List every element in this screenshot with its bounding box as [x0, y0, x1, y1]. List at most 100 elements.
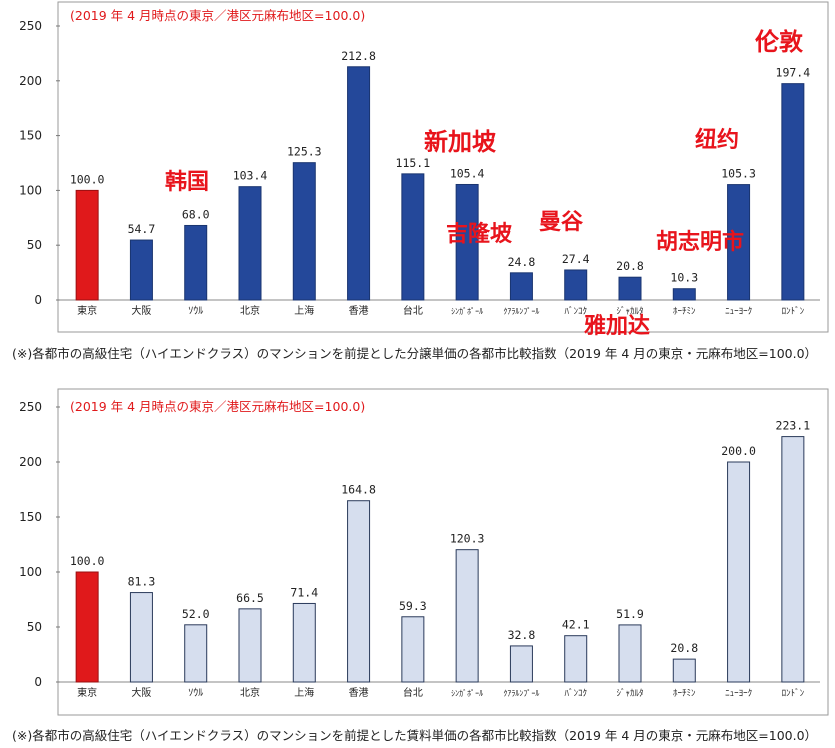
x-category-label: ｸｱﾗﾙﾝﾌﾟｰﾙ — [503, 307, 539, 316]
bar — [347, 500, 371, 683]
bar-value-label: 125.3 — [287, 145, 322, 159]
bar-value-label: 103.4 — [233, 169, 268, 183]
bar — [292, 602, 316, 683]
chart-frame — [57, 1, 829, 333]
bar — [347, 66, 371, 301]
bar — [618, 276, 642, 301]
bar-value-label: 200.0 — [721, 444, 756, 458]
bar — [564, 635, 588, 683]
bar — [238, 186, 262, 301]
y-tick-label: 250 — [19, 19, 42, 33]
x-category-label: ﾎｰﾁﾐﾝ — [673, 306, 696, 317]
bar-value-label: 81.3 — [128, 575, 156, 589]
x-category-label: ｼﾞｬｶﾙﾀ — [616, 688, 643, 699]
x-category-label: 香港 — [349, 305, 369, 317]
bar — [238, 608, 262, 683]
bar — [509, 645, 533, 683]
bar-value-label: 105.3 — [721, 167, 756, 181]
x-category-label: 東京 — [77, 686, 97, 699]
bar-value-label: 32.8 — [508, 628, 536, 642]
chart-title: (2019 年 4 月時点の東京／港区元麻布地区=100.0) — [70, 399, 365, 414]
x-category-label: ｿｳﾙ — [188, 687, 203, 699]
x-category-label: ﾛﾝﾄﾞﾝ — [782, 688, 805, 699]
bar — [75, 189, 99, 301]
sale-price-index-chart: 0 50 100 150 200 250 (2019 年 4 月時点の東京／港区元麻布地区=… — [19, 1, 829, 333]
sale-price-caption: (※)各都市の高級住宅（ハイエンドクラス）のマンションを前提とした分譲単価の各都… — [12, 346, 818, 361]
bar-value-label: 10.3 — [670, 271, 698, 285]
x-category-label: 上海 — [294, 304, 314, 317]
x-category-label: 北京 — [240, 304, 260, 317]
bar-value-label: 105.4 — [450, 166, 485, 180]
bar-value-label: 120.3 — [450, 532, 485, 546]
bar-value-label: 59.3 — [399, 599, 427, 613]
annotation-london: 伦敦 — [755, 28, 803, 56]
y-tick-label: 150 — [19, 129, 42, 143]
bar — [129, 239, 153, 301]
bar — [401, 173, 425, 301]
x-category-label: 大阪 — [131, 304, 151, 317]
bar-value-label: 100.0 — [70, 554, 105, 568]
x-category-label: 台北 — [403, 304, 423, 317]
bar-value-label: 223.1 — [776, 419, 811, 433]
y-tick-label: 100 — [19, 565, 42, 579]
x-category-label: 大阪 — [131, 686, 151, 699]
x-category-label: ﾊﾞﾝｺｸ — [564, 306, 587, 317]
bar — [401, 616, 425, 683]
bar — [727, 184, 751, 301]
x-category-label: ﾆｭｰﾖｰｸ — [725, 306, 752, 317]
rent-price-index-chart: 0 50 100 150 200 250 (2019 年 4 月時点の東京／港区元麻布地区=… — [19, 388, 829, 716]
rent-price-caption: (※)各都市の高級住宅（ハイエンドクラス）のマンションを前提とした賃料単価の各都… — [12, 728, 818, 743]
x-category-label: ｸｱﾗﾙﾝﾌﾟｰﾙ — [503, 689, 539, 698]
bar — [509, 272, 533, 301]
bar-value-label: 20.8 — [670, 641, 698, 655]
bar-value-label: 197.4 — [776, 66, 811, 80]
bar-value-label: 66.5 — [236, 591, 264, 605]
y-tick-label: 200 — [19, 74, 42, 88]
bar-value-label: 68.0 — [182, 207, 210, 221]
bar — [292, 162, 316, 301]
bar — [184, 624, 208, 683]
x-category-label: ｿｳﾙ — [188, 305, 203, 317]
bar — [672, 288, 696, 301]
bar-value-label: 51.9 — [616, 607, 644, 621]
bar-value-label: 100.0 — [70, 172, 105, 186]
bar — [129, 592, 153, 683]
y-tick-label: 50 — [27, 238, 42, 252]
x-category-label: 北京 — [240, 686, 260, 699]
bar-value-label: 52.0 — [182, 607, 210, 621]
x-category-label: ﾎｰﾁﾐﾝ — [673, 688, 696, 699]
x-category-label: 香港 — [349, 687, 369, 699]
x-category-label: 東京 — [77, 304, 97, 317]
bar — [781, 83, 805, 301]
bar-value-label: 71.4 — [290, 585, 318, 599]
chart-frame — [57, 388, 829, 716]
bar-value-label: 115.1 — [396, 156, 431, 170]
x-category-label: ｼﾞｬｶﾙﾀ — [616, 306, 643, 317]
bar-value-label: 212.8 — [341, 49, 376, 63]
x-category-label: ﾊﾞﾝｺｸ — [564, 688, 587, 699]
annotation-ho-chi-minh: 胡志明市 — [656, 230, 745, 255]
bar — [781, 436, 805, 683]
annotation-new-york: 纽约 — [695, 128, 740, 153]
bar — [727, 461, 751, 683]
x-category-label: 台北 — [403, 686, 423, 699]
bar — [564, 269, 588, 301]
y-tick-label: 0 — [34, 675, 42, 689]
bar — [618, 624, 642, 683]
annotation-singapore: 新加坡 — [424, 128, 496, 156]
x-category-label: ﾆｭｰﾖｰｸ — [725, 688, 752, 699]
y-tick-label: 50 — [27, 620, 42, 634]
bar-value-label: 27.4 — [562, 252, 590, 266]
bar — [75, 571, 99, 683]
bar-value-label: 164.8 — [341, 483, 376, 497]
annotation-bangkok: 曼谷 — [539, 210, 584, 235]
bar — [672, 658, 696, 683]
bar-value-label: 54.7 — [128, 222, 156, 236]
y-tick-label: 200 — [19, 455, 42, 469]
annotation-jakarta: 雅加达 — [584, 314, 651, 339]
y-tick-label: 0 — [34, 293, 42, 307]
bar — [184, 224, 208, 301]
y-tick-label: 100 — [19, 183, 42, 197]
x-category-label: ｼﾝｶﾞﾎﾟｰﾙ — [451, 689, 483, 698]
y-tick-label: 150 — [19, 510, 42, 524]
